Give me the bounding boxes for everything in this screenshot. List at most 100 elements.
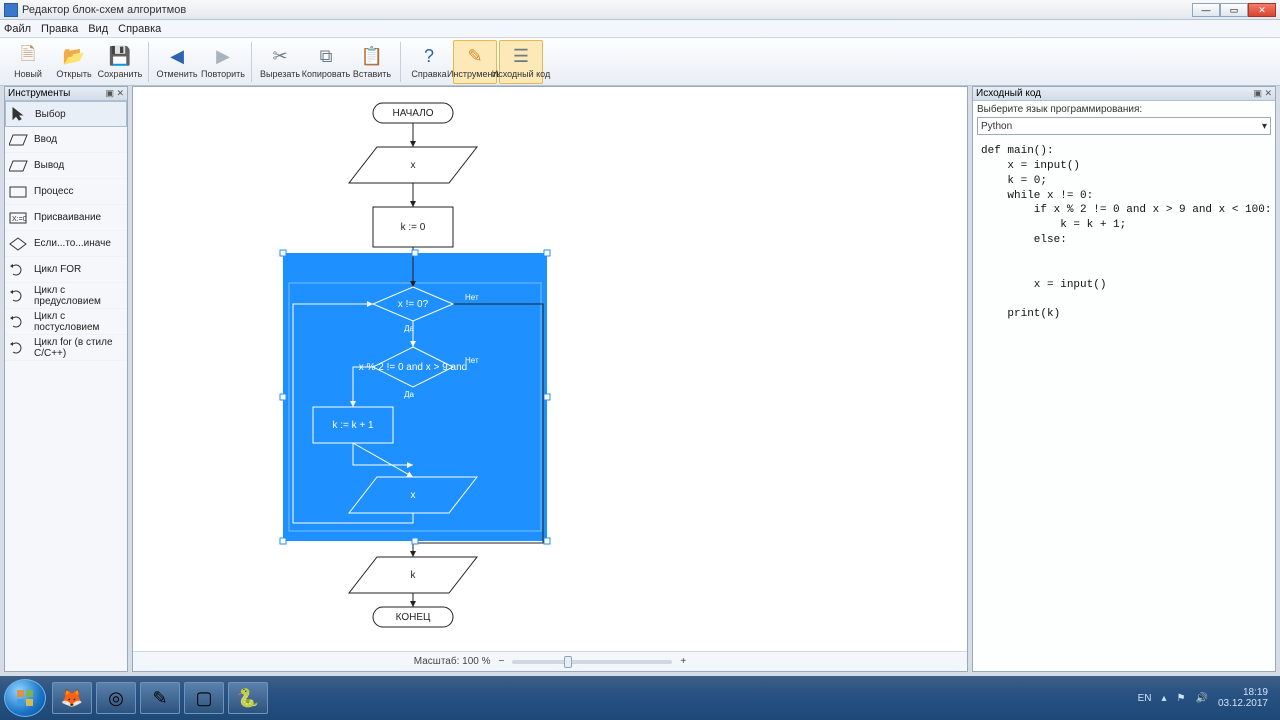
tray-flag-icon[interactable]: ▴ — [1161, 693, 1166, 704]
tool-label: Цикл for (в стиле C/C++) — [34, 337, 123, 359]
tool-while[interactable]: Цикл с предусловием — [5, 283, 127, 309]
tool-output[interactable]: Вывод — [5, 153, 127, 179]
menubar: Файл Правка Вид Справка — [0, 20, 1280, 38]
taskbar: 🦊◎✎▢🐍 EN ▴ ⚑ 🔊 18:1903.12.2017 — [0, 676, 1280, 720]
svg-text:k := 0: k := 0 — [401, 222, 426, 233]
tool-label: Цикл FOR — [34, 264, 81, 275]
svg-text:КОНЕЦ: КОНЕЦ — [396, 612, 431, 623]
svg-text:k := k + 1: k := k + 1 — [332, 420, 374, 431]
tool-dowhile[interactable]: Цикл с постусловием — [5, 309, 127, 335]
cut-icon: ✂ — [268, 46, 292, 68]
undo-icon: ◀ — [165, 46, 189, 68]
tool-for[interactable]: Цикл FOR — [5, 257, 127, 283]
zoom-slider[interactable] — [512, 660, 672, 664]
source-code-panel: Исходный код ▣ ✕ Выберите язык программи… — [972, 86, 1276, 672]
toolbar-new-button[interactable]: 🗎Новый — [6, 40, 50, 84]
menu-справка[interactable]: Справка — [118, 23, 161, 35]
input-icon — [9, 133, 29, 147]
chevron-down-icon: ▾ — [1262, 121, 1267, 132]
assign-icon: X:=0 — [9, 211, 29, 225]
tool-forccpp[interactable]: Цикл for (в стиле C/C++) — [5, 335, 127, 361]
tool-input[interactable]: Ввод — [5, 127, 127, 153]
flowchart-canvas[interactable]: НАЧАЛОxk := 0ДаНетx != 0?ДаНетx % 2 != 0… — [133, 87, 967, 671]
forccpp-icon — [9, 341, 29, 355]
redo-icon: ▶ — [211, 46, 235, 68]
for-icon — [9, 263, 29, 277]
svg-text:НАЧАЛО: НАЧАЛО — [392, 108, 433, 119]
taskbar-app-editor[interactable]: ✎ — [140, 682, 180, 714]
start-button[interactable] — [4, 679, 46, 717]
toolbar-label: Вырезать — [260, 69, 300, 79]
toolbar-tools-button[interactable]: ✎Инструменты — [453, 40, 497, 84]
tools-panel-pin-icon[interactable]: ▣ ✕ — [105, 88, 124, 99]
svg-text:x: x — [411, 160, 416, 171]
tools-icon: ✎ — [463, 46, 487, 68]
tool-label: Цикл с предусловием — [34, 285, 123, 307]
toolbar-undo-button[interactable]: ◀Отменить — [155, 40, 199, 84]
open-icon: 📂 — [62, 46, 86, 68]
tray-clock[interactable]: 18:1903.12.2017 — [1218, 687, 1268, 709]
output-icon — [9, 159, 29, 173]
toolbar-help-button[interactable]: ?Справка — [407, 40, 451, 84]
tool-label: Если...то...иначе — [34, 238, 111, 249]
toolbar-label: Копировать — [302, 69, 350, 79]
toolbar-label: Открыть — [56, 69, 91, 79]
zoom-bar: Масштаб: 100 % − + — [133, 651, 967, 671]
code-icon: ☰ — [509, 46, 533, 68]
maximize-button[interactable]: ▭ — [1220, 3, 1248, 17]
svg-text:Да: Да — [404, 324, 414, 333]
svg-text:X:=0: X:=0 — [12, 216, 27, 223]
tool-label: Выбор — [35, 109, 66, 120]
language-select[interactable]: Python ▾ — [977, 117, 1271, 135]
tray-network-icon[interactable]: 🔊 — [1195, 693, 1207, 704]
menu-правка[interactable]: Правка — [41, 23, 78, 35]
toolbar-copy-button[interactable]: ⧉Копировать — [304, 40, 348, 84]
help-icon: ? — [417, 46, 441, 68]
taskbar-app-terminal[interactable]: ▢ — [184, 682, 224, 714]
close-button[interactable]: ✕ — [1248, 3, 1276, 17]
canvas-area[interactable]: НАЧАЛОxk := 0ДаНетx != 0?ДаНетx % 2 != 0… — [132, 86, 968, 672]
zoom-out-button[interactable]: − — [499, 656, 505, 667]
workspace: Инструменты ▣ ✕ Выбор ВводВывод Процесс X:=… — [0, 86, 1280, 676]
svg-text:x % 2 != 0 and x > 9 and: x % 2 != 0 and x > 9 and — [359, 362, 467, 373]
svg-text:Нет: Нет — [465, 293, 479, 302]
toolbar-redo-button[interactable]: ▶Повторить — [201, 40, 245, 84]
window-title: Редактор блок-схем алгоритмов — [22, 4, 1192, 16]
toolbar-label: Исходный код — [492, 69, 551, 79]
taskbar-app-python[interactable]: 🐍 — [228, 682, 268, 714]
toolbar-paste-button[interactable]: 📋Вставить — [350, 40, 394, 84]
toolbar-label: Новый — [14, 69, 42, 79]
tool-process[interactable]: Процесс — [5, 179, 127, 205]
toolbar-cut-button[interactable]: ✂Вырезать — [258, 40, 302, 84]
tool-label: Присваивание — [34, 212, 101, 223]
toolbar-open-button[interactable]: 📂Открыть — [52, 40, 96, 84]
tool-select[interactable]: Выбор — [5, 101, 127, 127]
menu-файл[interactable]: Файл — [4, 23, 31, 35]
taskbar-app-chrome[interactable]: ◎ — [96, 682, 136, 714]
zoom-in-button[interactable]: + — [680, 656, 686, 667]
taskbar-app-firefox[interactable]: 🦊 — [52, 682, 92, 714]
copy-icon: ⧉ — [314, 46, 338, 68]
while-icon — [9, 289, 29, 303]
toolbar-save-button[interactable]: 💾Сохранить — [98, 40, 142, 84]
tool-assign[interactable]: X:=0 Присваивание — [5, 205, 127, 231]
minimize-button[interactable]: — — [1192, 3, 1220, 17]
code-panel-title: Исходный код — [976, 88, 1041, 99]
tray-lang[interactable]: EN — [1138, 693, 1152, 704]
svg-text:x: x — [411, 490, 416, 501]
toolbar: 🗎Новый📂Открыть💾Сохранить◀Отменить▶Повтор… — [0, 38, 1280, 86]
menu-вид[interactable]: Вид — [88, 23, 108, 35]
tool-label: Процесс — [34, 186, 74, 197]
tool-ifelse[interactable]: Если...то...иначе — [5, 231, 127, 257]
process-icon — [9, 185, 29, 199]
toolbar-label: Сохранить — [98, 69, 143, 79]
code-panel-pin-icon[interactable]: ▣ ✕ — [1253, 88, 1272, 99]
code-panel-header: Исходный код ▣ ✕ — [973, 87, 1275, 101]
new-icon: 🗎 — [16, 46, 40, 68]
toolbar-label: Справка — [411, 69, 446, 79]
svg-text:Да: Да — [404, 390, 414, 399]
titlebar: Редактор блок-схем алгоритмов — ▭ ✕ — [0, 0, 1280, 20]
tray-action-center-icon[interactable]: ⚑ — [1177, 693, 1186, 704]
toolbar-code-button[interactable]: ☰Исходный код — [499, 40, 543, 84]
tools-panel-title: Инструменты — [8, 88, 70, 99]
